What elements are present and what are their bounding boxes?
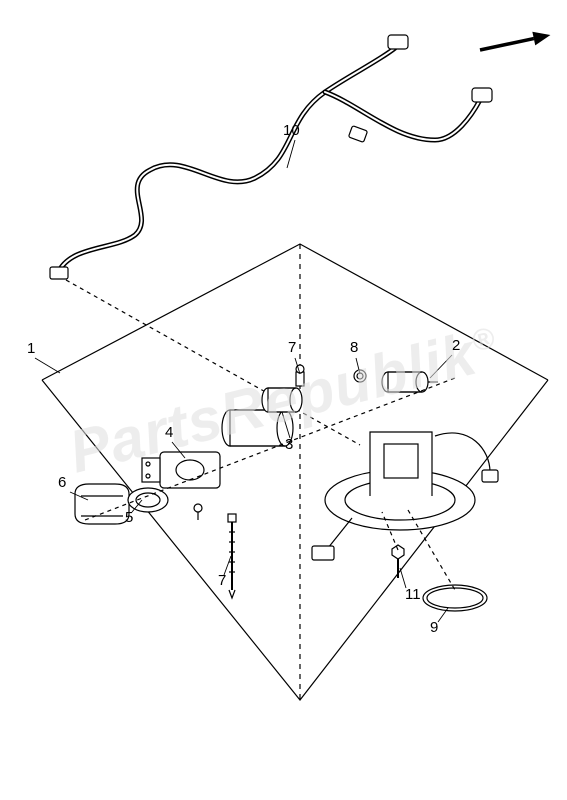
callout-7a: 7 [218,572,226,589]
part-hose-assembly [50,35,492,279]
callout-4: 4 [165,424,173,441]
callout-5: 5 [125,509,133,526]
callout-2: 2 [452,337,460,354]
callout-11: 11 [405,586,421,603]
part-holder-screw [194,504,202,520]
part-valve-top [296,365,304,386]
part-regulator [382,372,438,392]
diagram-svg [0,0,567,800]
part-float-cover [75,484,129,524]
callout-9: 9 [430,619,438,636]
callout-10: 10 [283,122,300,139]
callout-6: 6 [58,474,66,491]
iso-box [42,244,548,700]
part-tie [228,514,236,598]
direction-arrow [479,28,552,57]
part-oring-small [354,370,366,382]
part-mount-plate [312,432,498,560]
callout-1: 1 [27,340,35,357]
callout-8: 8 [350,339,358,356]
callout-7b: 7 [288,339,296,356]
part-pump-motor [222,410,293,446]
part-filter [262,388,302,412]
part-gasket [128,488,168,512]
diagram-canvas: PartsRepublik® [0,0,567,800]
callout-3: 3 [285,436,293,453]
part-holder [142,452,220,488]
